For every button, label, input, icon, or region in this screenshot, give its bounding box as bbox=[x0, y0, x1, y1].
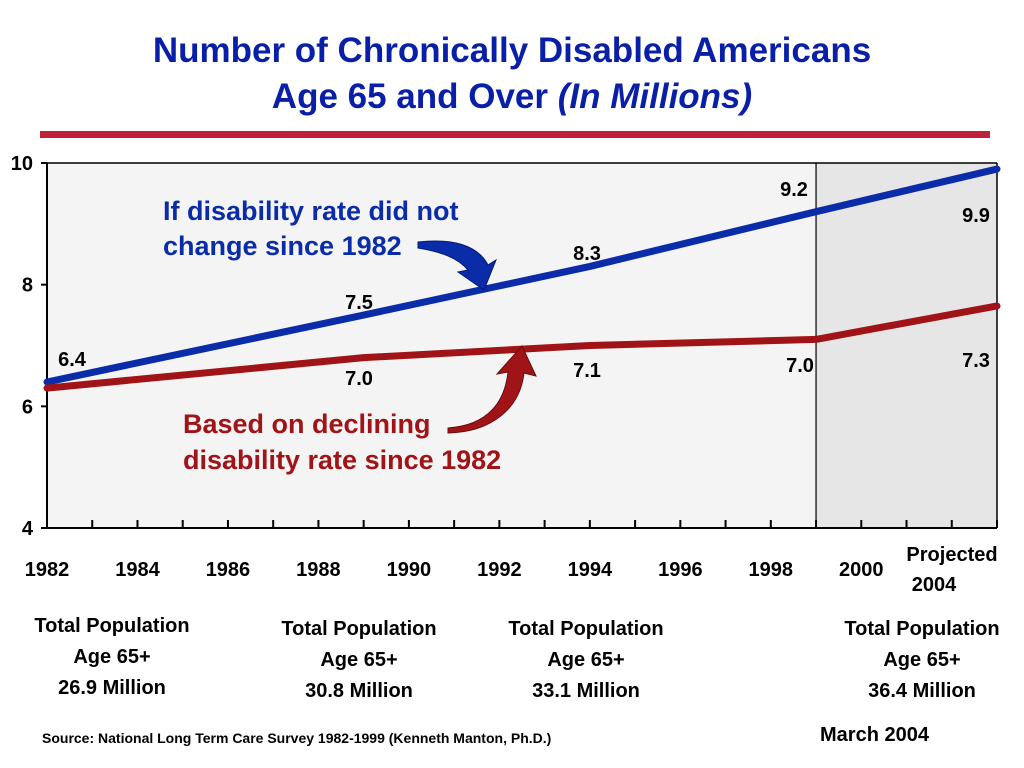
no-change-data-label: 8.3 bbox=[573, 243, 601, 265]
no-change-series-label: If disability rate did not bbox=[163, 196, 459, 226]
y-tick-label: 4 bbox=[22, 518, 34, 540]
declining-data-label: 7.0 bbox=[345, 368, 373, 390]
y-tick-label: 8 bbox=[22, 275, 33, 297]
declining-series-line bbox=[43, 302, 1001, 392]
no-change-data-label: 9.9 bbox=[962, 205, 990, 227]
x-tick-label: 1986 bbox=[206, 559, 251, 581]
no-change-series-label: change since 1982 bbox=[163, 231, 402, 261]
x-tick-label-projected: Projected bbox=[906, 544, 997, 566]
declining-series-label: Based on declining bbox=[183, 409, 431, 439]
chart-title-line2-text: Age 65 and Over bbox=[271, 77, 549, 116]
chart-title-line1: Number of Chronically Disabled Americans bbox=[152, 31, 872, 70]
x-tick-label: 1982 bbox=[25, 559, 70, 581]
population-1982: Total Population Age 65+ 26.9 Million bbox=[12, 611, 212, 704]
x-tick-label: 1998 bbox=[749, 559, 794, 581]
population-age: Age 65+ bbox=[883, 649, 961, 671]
population-value: 26.9 Million bbox=[58, 677, 166, 699]
x-tick-label: 1996 bbox=[658, 559, 703, 581]
declining-arrow-icon bbox=[447, 345, 537, 434]
population-1994: Total Population Age 65+ 33.1 Million bbox=[486, 614, 686, 707]
no-change-data-label: 6.4 bbox=[58, 349, 87, 371]
population-label: Total Population bbox=[34, 615, 190, 637]
declining-series-label: disability rate since 1982 bbox=[183, 445, 501, 475]
chart-title: Number of Chronically Disabled Americans… bbox=[0, 28, 1024, 120]
no-change-arrow-icon bbox=[417, 240, 498, 291]
population-age: Age 65+ bbox=[320, 649, 398, 671]
no-change-series-line bbox=[43, 165, 1001, 386]
population-age: Age 65+ bbox=[547, 649, 625, 671]
population-age: Age 65+ bbox=[73, 646, 151, 668]
population-value: 30.8 Million bbox=[305, 680, 413, 702]
declining-data-label: 7.3 bbox=[962, 350, 990, 372]
x-tick-label: 2000 bbox=[839, 559, 884, 581]
x-tick-label: 1992 bbox=[477, 559, 522, 581]
population-label: Total Population bbox=[844, 618, 1000, 640]
chart-title-line2: Age 65 and Over (In Millions) bbox=[0, 74, 1024, 120]
no-change-data-label: 7.5 bbox=[345, 292, 373, 314]
y-tick-label: 6 bbox=[22, 396, 33, 418]
projected-region bbox=[816, 163, 997, 528]
no-change-data-label: 9.2 bbox=[780, 179, 808, 201]
y-tick-label: 10 bbox=[11, 153, 33, 175]
x-tick-label-projected-year: 2004 bbox=[912, 574, 957, 596]
population-1989: Total Population Age 65+ 30.8 Million bbox=[259, 614, 459, 707]
x-tick-label: 1984 bbox=[115, 559, 160, 581]
population-value: 33.1 Million bbox=[532, 680, 640, 702]
population-label: Total Population bbox=[281, 618, 437, 640]
population-label: Total Population bbox=[508, 618, 664, 640]
declining-data-label: 7.1 bbox=[573, 360, 601, 382]
population-2004: Total Population Age 65+ 36.4 Million bbox=[822, 614, 1022, 707]
population-value: 36.4 Million bbox=[868, 680, 976, 702]
x-tick-label: 1988 bbox=[296, 559, 341, 581]
chart-title-units: (In Millions) bbox=[557, 77, 753, 116]
source-note: Source: National Long Term Care Survey 1… bbox=[42, 730, 552, 746]
x-tick-label: 1990 bbox=[387, 559, 432, 581]
date-note: March 2004 bbox=[820, 724, 929, 746]
declining-data-label: 7.0 bbox=[786, 355, 814, 377]
title-divider bbox=[40, 131, 990, 138]
x-tick-label: 1994 bbox=[568, 559, 613, 581]
